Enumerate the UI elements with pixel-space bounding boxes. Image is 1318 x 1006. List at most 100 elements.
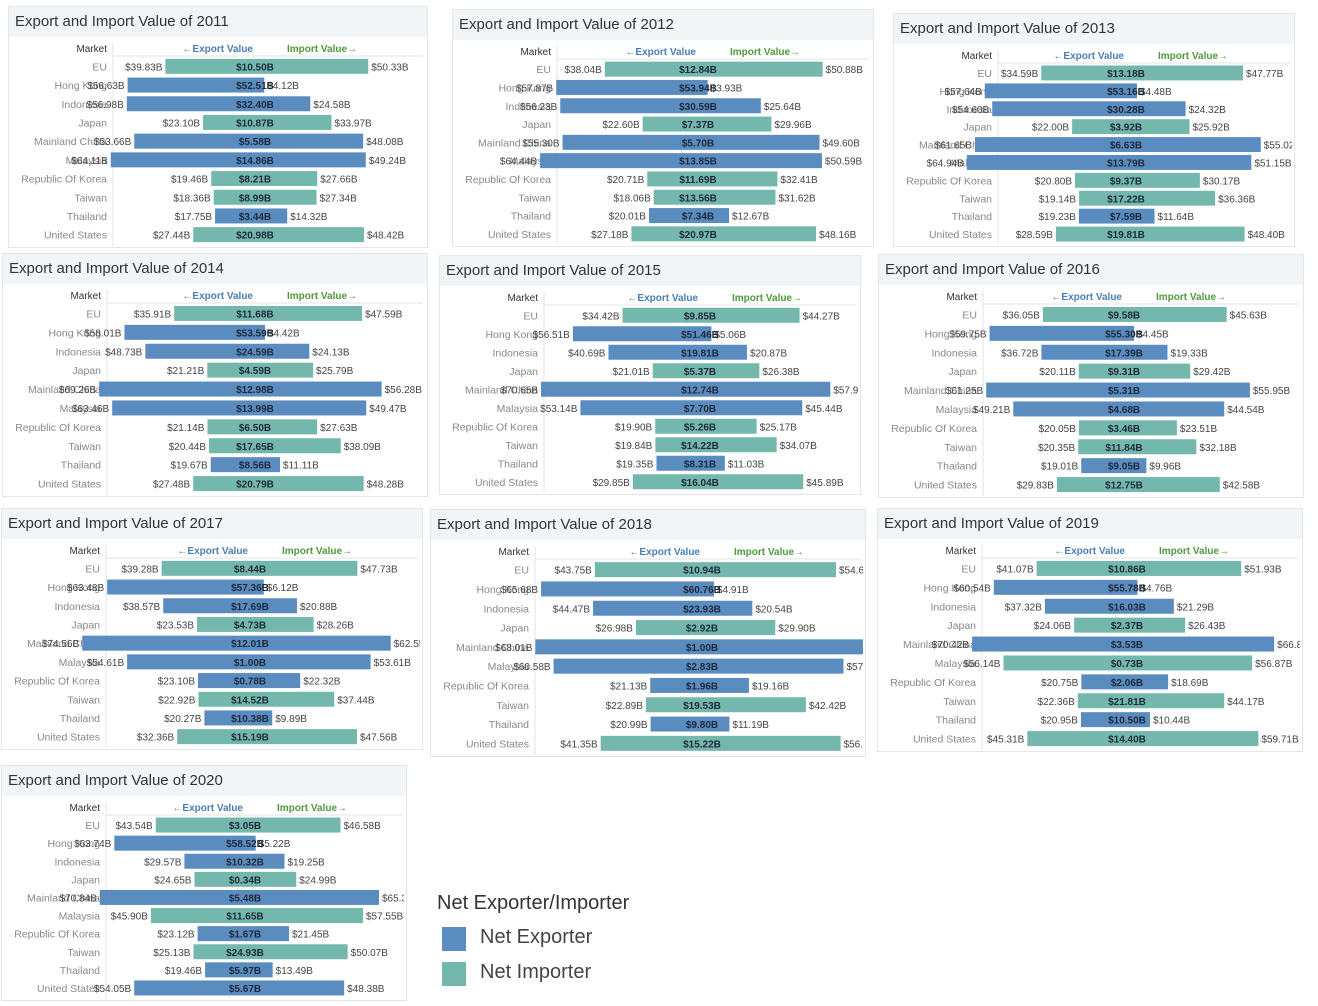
net-value-label: $10.32B [226,857,264,868]
market-label: Malaysia [935,658,977,670]
bar-malaysia [127,654,371,670]
bar-thailand [648,208,730,224]
net-value-label: $21.81B [1108,697,1146,708]
export-value-header: ←Export Value [625,47,696,58]
market-header: Market [76,44,107,55]
bar-hong-kong [107,579,264,595]
chart-panel: Export and Import Value of 2019 Market ←Ex… [877,508,1303,752]
market-label: United States [914,480,977,492]
net-value-label: $7.37B [682,120,714,131]
net-value-label: $0.34B [229,875,261,886]
bar-hong-kong [572,326,712,342]
chart-panel: Export and Import Value of 2020 Market ←Ex… [1,765,407,1001]
import-value-label: $19.33B [1170,348,1208,359]
market-label: Republic Of Korea [15,422,101,434]
bar-republic-of-korea [207,419,318,435]
net-value-label: $8.56B [239,461,271,472]
import-value-label: $21.45B [292,930,330,941]
net-value-label: $15.19B [231,733,269,744]
bar-republic-of-korea [198,673,301,689]
export-value-label: $43.75B [555,566,593,577]
import-value-label: $10.44B [1153,716,1191,727]
export-value-header: ←Export Value [627,293,698,304]
market-label: Indonesia [55,346,101,358]
market-label: Mainland China [904,385,977,397]
market-label: EU [514,565,529,577]
export-value-label: $60.54B [954,583,992,594]
bar-hong-kong [114,835,256,851]
export-value-label: $23.10B [158,677,196,688]
export-value-label: $35.91B [134,309,172,320]
market-label: Malaysia [59,911,101,923]
market-label: Hong Kong [924,328,977,340]
market-header: Market [69,803,100,814]
import-value-label: $50.88B [826,65,864,76]
market-label: EU [977,68,992,80]
import-value-label: $48.42B [367,231,405,242]
export-value-label: $36.05B [1003,310,1041,321]
net-value-label: $16.03B [1108,602,1146,613]
market-label: Indonesia [54,601,100,613]
bar-united-states [1056,477,1220,493]
market-label: Mainland China [27,638,100,650]
bar-mainland-china [134,133,364,149]
export-value-label: $24.65B [154,875,192,886]
net-value-label: $32.40B [236,100,274,111]
import-value-label: $48.40B [1248,230,1286,241]
net-value-label: $3.92B [1110,123,1142,134]
import-value-label: $5.06B [714,330,746,341]
export-value-label: $60.58B [513,662,551,673]
chart-title: Export and Import Value of 2019 [878,509,1302,539]
net-value-label: $9.58B [1108,310,1140,321]
import-value-header: Import Value→ [287,44,357,55]
bar-indonesia [163,598,297,614]
import-value-label: $44.27B [803,311,841,322]
export-value-label: $43.54B [115,821,153,832]
net-value-label: $12.84B [679,65,717,76]
bar-indonesia [608,344,747,360]
bar-malaysia [553,658,844,674]
bar-thailand [205,962,273,978]
import-value-header: Import Value→ [1156,292,1226,303]
import-value-label: $54.69B [839,566,863,577]
export-value-label: $24.06B [1034,621,1072,632]
bar-malaysia [1003,655,1253,671]
export-value-label: $20.75B [1041,678,1079,689]
net-value-label: $55.30B [1105,329,1143,340]
import-value-label: $29.42B [1193,367,1231,378]
bar-chart-svg: Market ←Export Value Import Value→ EU $34.42… [452,292,858,493]
import-value-label: $48.08B [366,137,404,148]
net-value-label: $3.05B [229,821,261,832]
market-label: Republic Of Korea [443,680,529,692]
export-value-label: $56.98B [87,100,125,111]
import-value-label: $34.07B [780,441,818,452]
market-label: Indonesia [492,347,538,359]
import-value-label: $45.63B [1230,310,1268,321]
import-value-label: $56.56B [844,739,863,750]
import-value-label: $47.73B [360,564,398,575]
bar-taiwan [1079,190,1216,206]
export-value-label: $19.67B [170,461,208,472]
market-label: United States [929,229,992,241]
import-value-label: $4.91B [717,585,749,596]
net-value-label: $24.93B [226,948,264,959]
bar-eu [1042,306,1227,322]
chart-panel: Export and Import Value of 2012 Market ←Ex… [452,9,874,247]
chart-title: Export and Import Value of 2016 [879,255,1303,285]
import-value-label: $51.93B [1244,564,1282,575]
export-value-label: $29.85B [593,478,631,489]
export-value-header: ←Export Value [182,44,253,55]
import-value-header: Import Value→ [287,291,357,302]
market-label: Japan [78,117,107,129]
import-value-label: $33.97B [334,118,372,129]
bar-chart-svg: Market ←Export Value Import Value→ EU $41.07… [890,545,1300,750]
import-value-label: $45.89B [806,478,844,489]
net-value-label: $19.53B [683,701,721,712]
bar-hong-kong [984,83,1137,99]
net-value-label: $1.00B [234,658,266,669]
market-label: Hong Kong [476,584,529,596]
bar-mainland-china [562,134,820,150]
market-label: Indonesia [61,99,107,111]
import-value-label: $46.58B [343,821,381,832]
market-label: Thailand [60,713,100,725]
